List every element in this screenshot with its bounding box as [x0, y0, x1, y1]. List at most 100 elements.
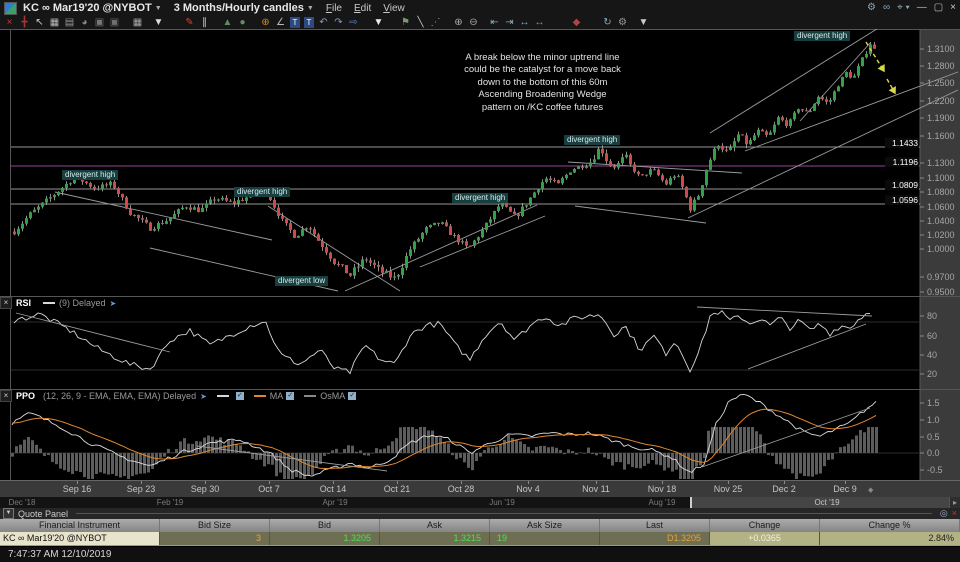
settings-gear-icon[interactable]: ⚙: [866, 2, 876, 13]
quote-ask-size-cell[interactable]: 19: [490, 532, 600, 545]
bar-right-icon[interactable]: ⇥: [505, 16, 514, 28]
undo-icon[interactable]: ↶: [319, 16, 328, 28]
scrollbar-thumb[interactable]: Oct '19: [690, 497, 952, 508]
redo-icon[interactable]: ↷: [334, 16, 343, 28]
flag-label[interactable]: divergent high: [452, 193, 509, 203]
date-tick: [461, 481, 462, 484]
text-note-icon[interactable]: T: [304, 17, 314, 28]
target-crosshair-icon[interactable]: ⊕: [261, 16, 270, 28]
pointer-tool-icon[interactable]: ↖: [35, 16, 44, 28]
ppo-close-icon[interactable]: ×: [0, 390, 12, 402]
quote-col-last[interactable]: Last: [600, 519, 710, 532]
flag-label[interactable]: divergent high: [62, 170, 119, 180]
quote-col-financial-instrument[interactable]: Financial Instrument: [0, 519, 160, 532]
image-tool-icon[interactable]: ▣: [109, 16, 120, 28]
zoom-out-icon[interactable]: ⊖: [469, 16, 478, 28]
sphere-tool-icon[interactable]: ●: [239, 16, 246, 28]
fibonacci-tool-icon[interactable]: ⋰: [430, 16, 441, 28]
bar-left-icon[interactable]: ⇤: [490, 16, 499, 28]
flag-label[interactable]: divergent high: [794, 31, 851, 41]
protractor-icon[interactable]: ∠: [276, 16, 285, 28]
text-tool-icon[interactable]: T: [290, 17, 300, 28]
pin-window-icon[interactable]: ⌖ ▾: [897, 2, 910, 13]
close-chart-icon[interactable]: ×: [6, 16, 13, 28]
draw-pencil-icon[interactable]: ✎: [185, 16, 194, 28]
timeframe-title[interactable]: 3 Months/Hourly candles: [173, 2, 304, 14]
quote-col-bid[interactable]: Bid: [270, 519, 380, 532]
filter-funnel-icon[interactable]: ▼: [373, 16, 384, 28]
rsi-pointer-icon[interactable]: ➤: [109, 298, 117, 308]
menu-view[interactable]: View: [383, 3, 405, 14]
ppo-osma-checkbox[interactable]: ✓: [348, 392, 357, 400]
grid-tool-icon[interactable]: ▦: [49, 16, 60, 28]
chart-area[interactable]: 1.1433 1.1196 1.0809 1.0596 1.3100 1.2800 1.25…: [0, 29, 960, 480]
zoom-in-icon[interactable]: ⊕: [454, 16, 463, 28]
quote-panel-collapse-icon[interactable]: ▼: [3, 508, 14, 519]
refresh-icon[interactable]: ↻: [603, 16, 612, 28]
date-tick: [784, 481, 785, 484]
quote-instrument-cell[interactable]: KC ∞ Mar19'20 @NYBOT: [0, 532, 160, 545]
quote-last-cell[interactable]: D1.3205: [600, 532, 710, 545]
nav-month-label: Apr '19: [322, 498, 348, 507]
ppo-ma-checkbox[interactable]: ✓: [286, 392, 295, 400]
quote-col-ask[interactable]: Ask: [380, 519, 490, 532]
layout-grid-icon[interactable]: ▦: [132, 16, 143, 28]
scrollbar-right-arrow-icon[interactable]: ▸: [949, 497, 960, 508]
flag-label[interactable]: divergent high: [234, 187, 291, 197]
quote-panel-rule: [76, 513, 932, 514]
chart-canvas[interactable]: 1.1433 1.1196 1.0809 1.0596 1.3100 1.2800 1.25…: [0, 29, 960, 480]
ppo-title: PPO: [16, 391, 36, 401]
menu-file[interactable]: File: [325, 3, 342, 14]
forward-arrow-icon[interactable]: ⇨: [349, 16, 358, 28]
quote-bid-size-cell[interactable]: 3: [160, 532, 270, 545]
quote-change-cell[interactable]: +0.0365: [710, 532, 820, 545]
flag-label[interactable]: divergent high: [564, 135, 621, 145]
tools-icon[interactable]: ⚙: [618, 16, 627, 28]
symbol-title[interactable]: KC ∞ Mar19'20 @NYBOT: [23, 2, 152, 14]
date-tick: [141, 481, 142, 484]
ppo-line-checkbox[interactable]: ✓: [235, 392, 244, 400]
quote-bid-cell[interactable]: 1.3205: [270, 532, 380, 545]
snap-crosshair-icon[interactable]: ╋: [21, 16, 28, 28]
brush-tool-icon[interactable]: ◕: [81, 16, 88, 28]
quote-ask-cell[interactable]: 1.3215: [380, 532, 490, 545]
candle-style-icon[interactable]: ∥: [202, 16, 207, 28]
flag-label[interactable]: divergent low: [275, 276, 329, 286]
close-window-icon[interactable]: ×: [950, 2, 956, 13]
alert-marker-icon[interactable]: ◆: [572, 16, 581, 28]
ppo-ma-line-sample: [253, 395, 266, 397]
restore-icon[interactable]: ▢: [933, 2, 944, 13]
trendline-tool-icon[interactable]: ╲: [417, 16, 424, 28]
expand-left-icon[interactable]: ↔: [519, 16, 530, 28]
tool-caret-icon[interactable]: ▼: [638, 16, 649, 28]
date-label: Nov 4: [516, 484, 540, 494]
quote-panel-close-icon[interactable]: ×: [951, 508, 957, 518]
dropdown-caret-icon[interactable]: ▼: [153, 16, 164, 28]
svg-text:1.1900: 1.1900: [927, 113, 955, 123]
expand-right-icon[interactable]: ↔: [534, 16, 545, 28]
quote-panel-settings-icon[interactable]: ◎: [939, 508, 948, 518]
print-icon[interactable]: ▤: [64, 16, 75, 28]
menu-edit[interactable]: Edit: [353, 3, 372, 14]
pyramid-tool-icon[interactable]: ▲: [222, 16, 233, 28]
symbol-dropdown-caret-icon[interactable]: ▼: [154, 4, 162, 12]
quote-col-ask-size[interactable]: Ask Size: [490, 519, 600, 532]
minimize-icon[interactable]: —: [916, 2, 927, 13]
rsi-close-icon[interactable]: ×: [0, 297, 12, 309]
timeline-scrollbar[interactable]: Oct '19 ▸ Dec '18 Feb '19 Apr '19 Jun '19 Au…: [0, 497, 960, 508]
quote-col-change[interactable]: Change: [710, 519, 820, 532]
quote-col-bid-size[interactable]: Bid Size: [160, 519, 270, 532]
ppo-pointer-icon[interactable]: ➤: [200, 391, 207, 401]
svg-text:1.0200: 1.0200: [927, 230, 955, 240]
link-charts-icon[interactable]: ∞: [882, 2, 891, 13]
flag-tool-icon[interactable]: ⚑: [401, 16, 410, 28]
svg-text:1.0596: 1.0596: [892, 195, 918, 205]
quote-panel-title: Quote Panel: [18, 508, 69, 519]
date-axis[interactable]: ◆ Sep 16 Sep 23 Sep 30 Oct 7 Oct 14 Oct 21 Oct…: [0, 480, 960, 497]
timeframe-dropdown-caret-icon[interactable]: ▼: [306, 4, 314, 12]
quote-change-pct-cell[interactable]: 2.84%: [820, 532, 960, 545]
screenshot-icon[interactable]: ▣: [94, 16, 105, 28]
quote-col-change-[interactable]: Change %: [820, 519, 960, 532]
quote-table-row[interactable]: KC ∞ Mar19'20 @NYBOT 3 1.3205 1.3215 19 …: [0, 532, 960, 546]
date-tick: [77, 481, 78, 484]
